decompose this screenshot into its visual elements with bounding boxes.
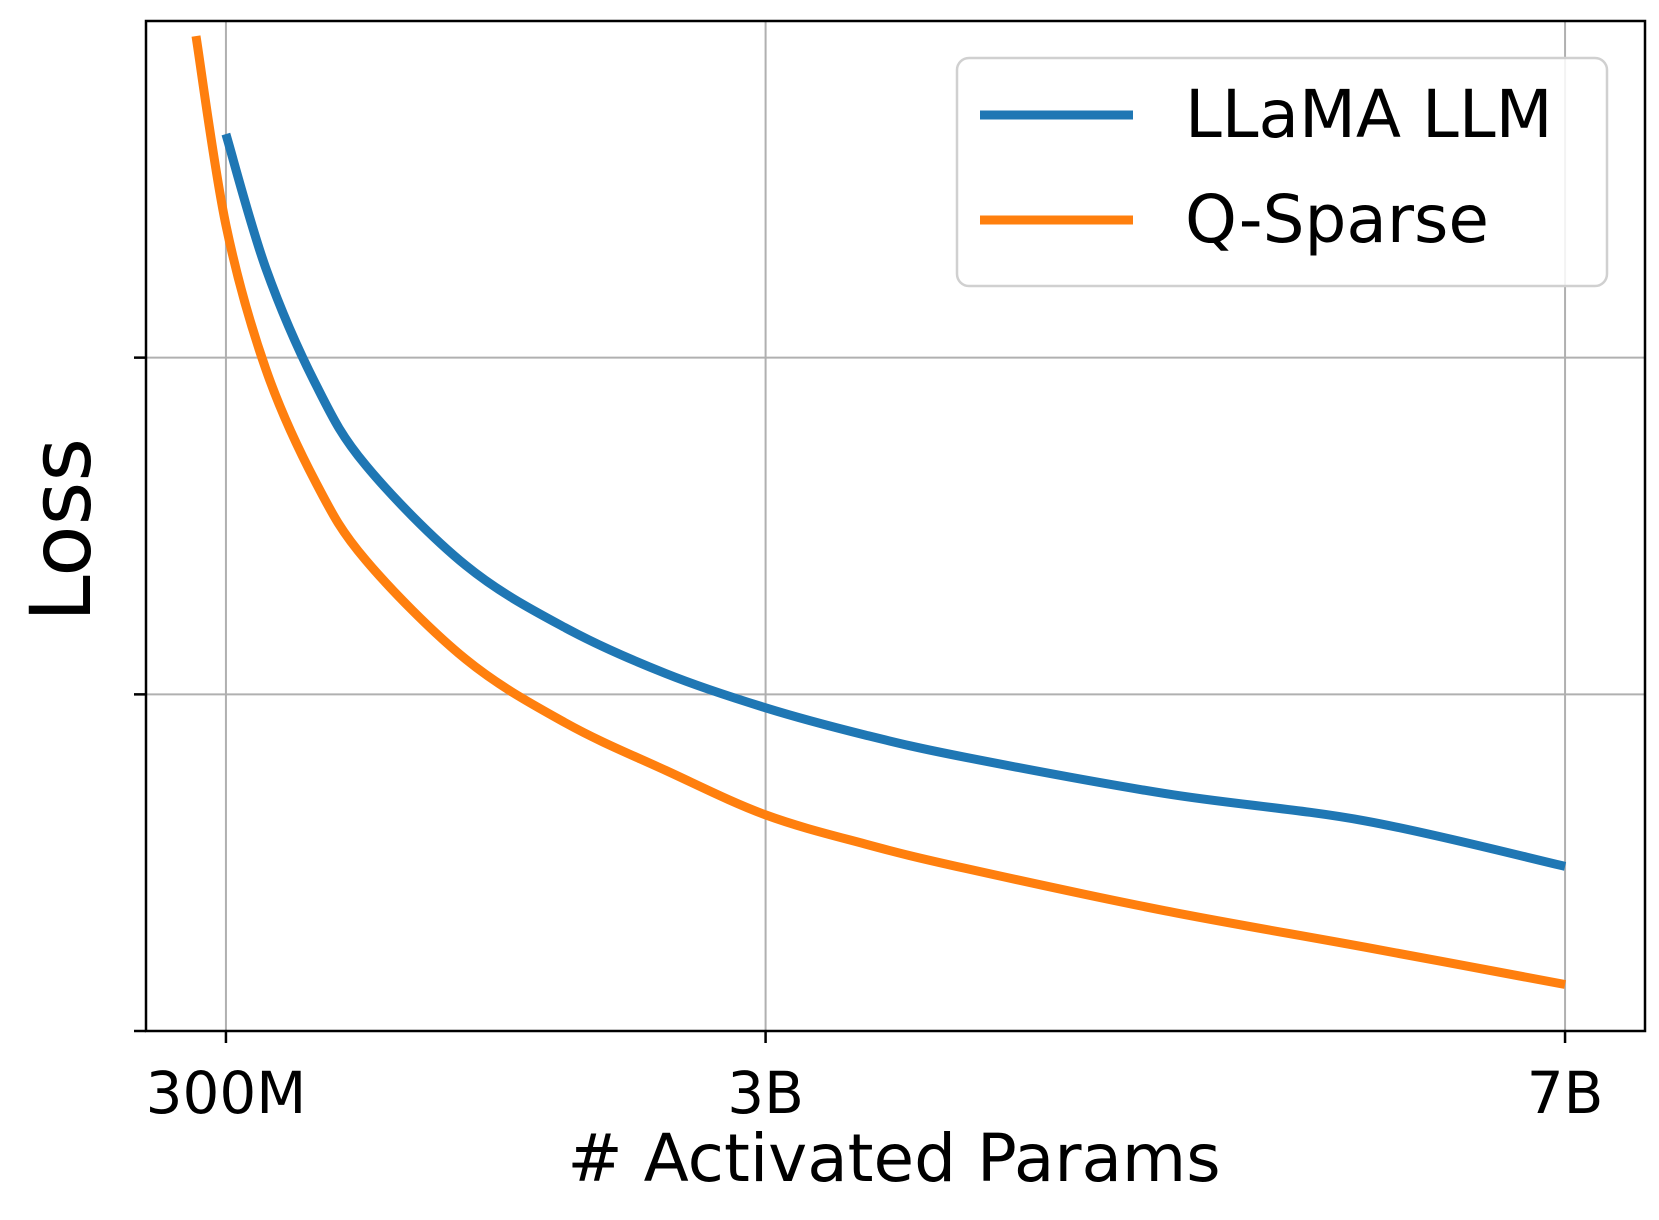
legend-label-llama-llm: LLaMA LLM [1185,76,1553,153]
series-line-llama-llm [221,132,1567,871]
series-line-q-sparse [191,35,1566,989]
x-axis-label: # Activated Params [567,1120,1220,1197]
y-axis-label: Loss [12,438,110,622]
plot-frame [144,19,1647,1033]
x-tick-label: 300M [146,1059,307,1127]
legend: LLaMA LLM Q-Sparse [955,56,1609,288]
x-tick-labels: 300M 3B 7B [146,1059,1604,1127]
axis-ticks [134,356,1567,1043]
legend-label-q-sparse: Q-Sparse [1185,181,1489,258]
x-tick-label: 3B [727,1059,804,1127]
x-tick-label: 7B [1527,1059,1604,1127]
series-layer [191,35,1567,989]
